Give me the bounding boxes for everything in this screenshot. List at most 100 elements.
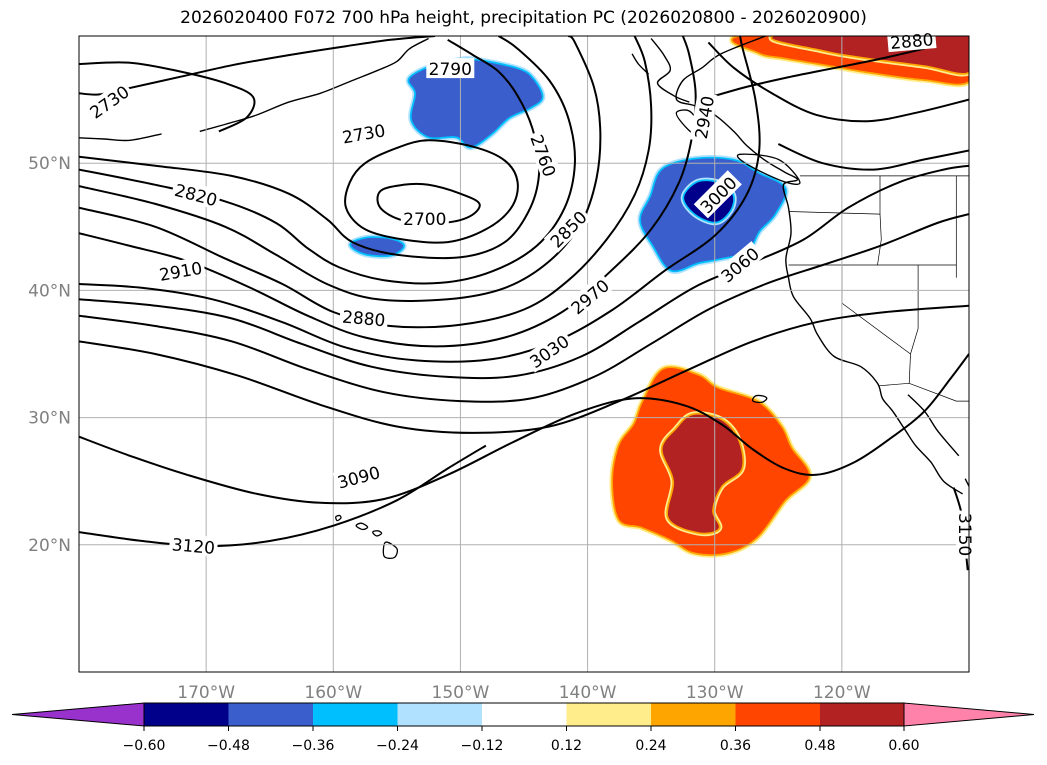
lon-tick-label: 120°W [813, 683, 871, 703]
colorbar-segment [228, 703, 313, 726]
colorbar-extend-low [11, 702, 145, 727]
border-4 [878, 382, 969, 402]
contour-label-text: 2910 [158, 259, 204, 286]
island-4 [736, 153, 801, 185]
contour-label: 2790 [426, 58, 475, 80]
colorbar-tick-label: 0.60 [888, 738, 919, 754]
lon-tick-label: 130°W [686, 683, 744, 703]
contour-line-5 [79, 36, 576, 285]
contour-label-bg [543, 204, 592, 253]
colorbar-segment [144, 703, 229, 726]
lon-tick-label: 140°W [559, 683, 617, 703]
lon-tick-label: 160°W [304, 683, 362, 703]
height-contours [79, 36, 969, 571]
contour-label: 2940 [689, 91, 719, 143]
colorbar-segment [651, 703, 736, 726]
colorbar-frame [143, 702, 905, 727]
lat-tick-label: 20°N [28, 536, 71, 556]
precip-area-1 [351, 237, 404, 256]
colorbar-tick-label: −0.24 [376, 738, 419, 754]
contour-label: 3090 [332, 460, 385, 494]
contour-line-6 [79, 36, 602, 302]
contour-label-bg [338, 118, 389, 147]
contour-line-14 [79, 444, 487, 548]
contour-label-text: 2700 [403, 210, 446, 230]
colorbar: −0.60 −0.48 −0.36 −0.24 −0.12 0.12 0.24 0.36 0.4… [11, 702, 1035, 754]
contour-label-text: 3120 [171, 535, 216, 559]
lon-tick-label: 150°W [432, 683, 490, 703]
colorbar-segment [482, 703, 567, 726]
contour-label: 2880 [339, 305, 389, 331]
contour-line-1 [344, 139, 519, 244]
contour-label: 2730 [338, 118, 389, 148]
contour-label-text: 2820 [172, 181, 219, 212]
border-7 [910, 265, 919, 355]
contour-label-bg [400, 208, 449, 229]
border-1 [788, 211, 882, 266]
contour-label-text: 3090 [335, 463, 382, 494]
colorbar-segment [735, 703, 820, 726]
coastline-3 [79, 133, 162, 142]
colorbar-tick-label: −0.12 [461, 738, 504, 754]
coastline-2 [964, 478, 969, 487]
contour-label-text: 3150 [954, 513, 974, 556]
contour-line-4 [79, 38, 541, 260]
contour-line-12 [79, 304, 969, 434]
contour-label-bg [693, 170, 742, 219]
contour-label: 3150 [954, 510, 977, 559]
precipitation-layer [347, 36, 969, 558]
colorbar-tick-label: 0.24 [635, 738, 666, 754]
contour-label: 3120 [168, 533, 219, 559]
colorbar-segment [820, 703, 904, 726]
island-3 [335, 514, 342, 522]
contour-line-11 [79, 213, 969, 403]
contour-label-bg [83, 79, 135, 124]
contour-line-10 [79, 164, 969, 380]
contour-label-bg [956, 510, 977, 559]
precip-area-5 [662, 414, 743, 533]
contour-label-bg [426, 58, 475, 79]
contour-line-7 [79, 36, 653, 329]
colorbar-segment [566, 703, 651, 726]
contour-label-text: 2790 [429, 60, 472, 80]
colorbar-extend-high [903, 702, 1035, 727]
chart-title: 2026020400 F072 700 hPa height, precipit… [180, 8, 867, 28]
contour-label-bg [155, 256, 206, 285]
island-0 [382, 541, 399, 559]
island-2 [372, 530, 383, 537]
contour-label: 2880 [886, 28, 937, 54]
contour-line-13 [79, 353, 969, 505]
gridlines [79, 36, 969, 672]
plot-frame [78, 35, 970, 673]
contour-label-bg [526, 129, 562, 182]
colorbar-segment [313, 703, 398, 726]
border-3 [841, 265, 911, 384]
contour-label-bg [714, 241, 765, 288]
coastline-layer [79, 36, 969, 559]
axis-tick-labels: 170°W 160°W 150°W 140°W 130°W 120°W 50°N 40°N 30… [28, 154, 871, 703]
lon-tick-label: 170°W [177, 683, 235, 703]
contour-label-bg [339, 305, 389, 330]
colorbar-tick-label: 0.36 [720, 738, 751, 754]
coastline-1 [907, 394, 960, 457]
colorbar-tick-label: −0.36 [292, 738, 335, 754]
contour-label: 2730 [83, 79, 135, 124]
contour-line-17 [777, 143, 969, 171]
colorbar-tick-label: −0.60 [123, 738, 166, 754]
coastline-4 [199, 37, 429, 133]
lat-tick-label: 40°N [28, 281, 71, 301]
colorbar-tick-label: 0.48 [804, 738, 835, 754]
lat-tick-label: 50°N [28, 154, 71, 174]
contour-label: 2820 [170, 178, 223, 212]
contour-line-3 [79, 61, 256, 133]
contour-label-bg [523, 328, 575, 373]
contour-label-bg [564, 272, 615, 320]
contour-label-bg [332, 460, 385, 493]
contour-label: 2910 [155, 256, 206, 286]
contour-label-bg [170, 178, 223, 210]
contour-label-bg [168, 533, 219, 558]
colorbar-tick-label: −0.48 [207, 738, 250, 754]
contour-line-15 [701, 47, 925, 101]
lat-tick-label: 30°N [28, 409, 71, 429]
